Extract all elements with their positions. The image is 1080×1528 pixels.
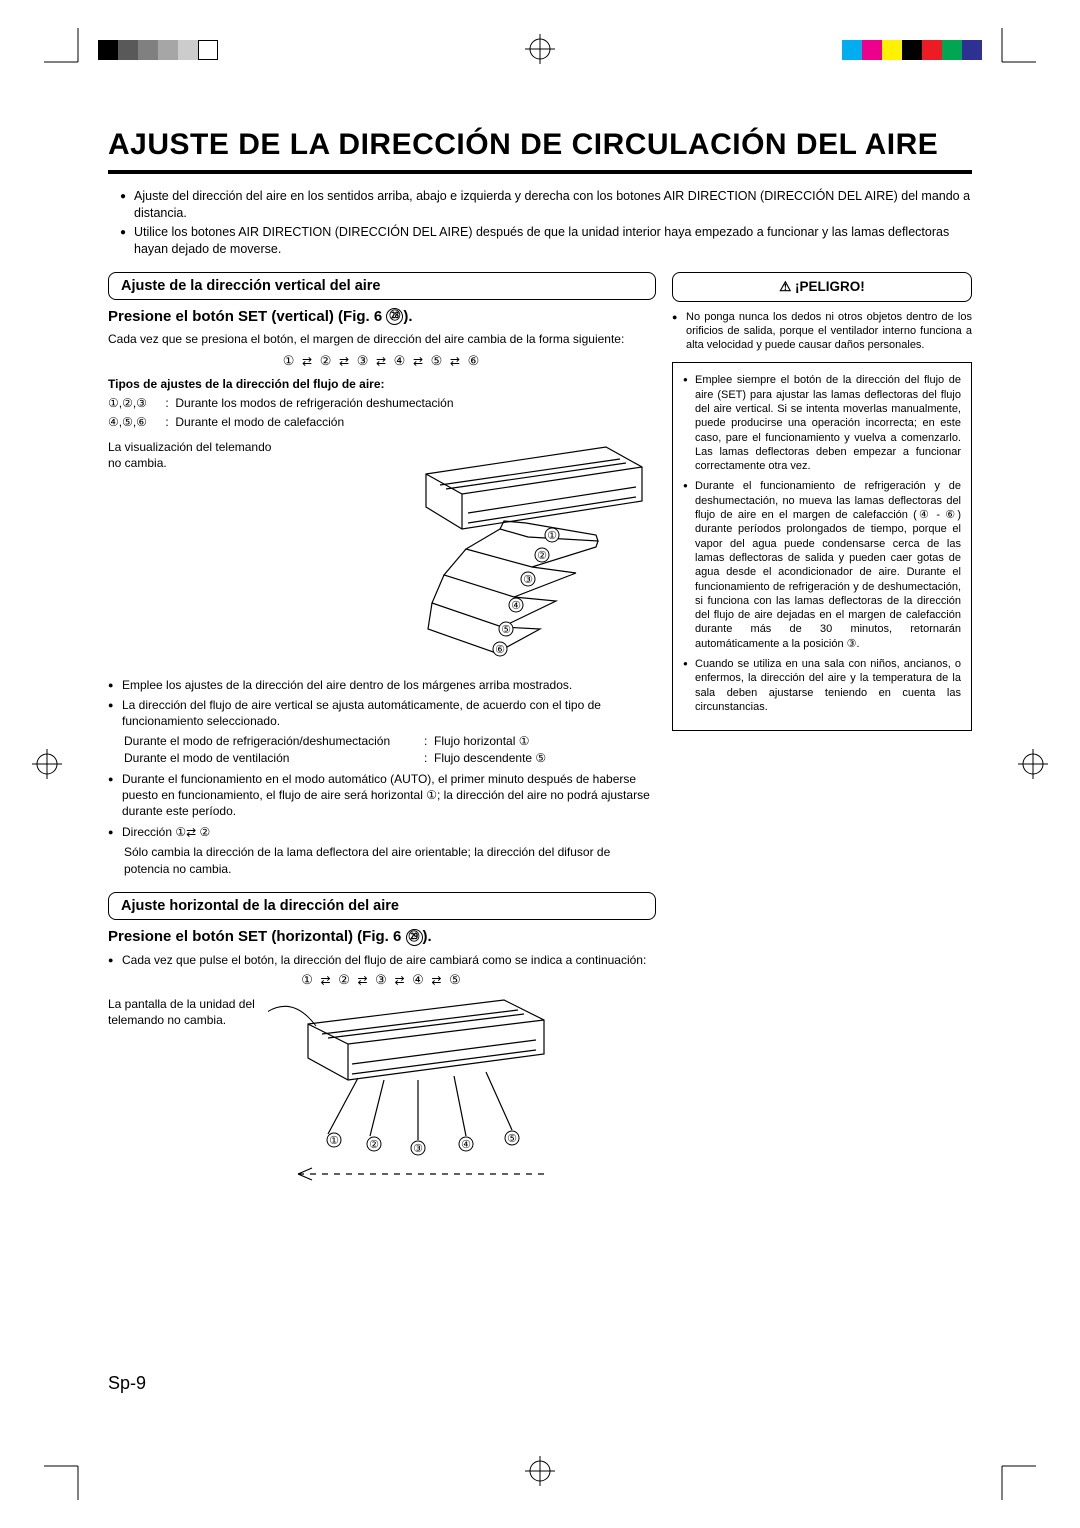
mode-value: Flujo descendente ⑤	[434, 750, 546, 767]
page-number: Sp-9	[108, 1373, 146, 1394]
bullet: Emplee los ajustes de la dirección del a…	[108, 677, 656, 693]
fig-label: ④	[511, 600, 521, 612]
fig-label: ⑥	[495, 644, 505, 656]
vertical-unit-diagram: ① ② ③ ④ ⑤ ⑥	[396, 429, 656, 659]
mode-label: Durante el modo de ventilación	[124, 750, 424, 767]
seq-step: ⑤	[431, 353, 445, 368]
type-text: Durante el modo de calefacción	[175, 415, 344, 429]
fig-label: ②	[369, 1139, 379, 1151]
type-sep: :	[165, 396, 168, 410]
type-nums: ①,②,③	[108, 395, 162, 412]
grayscale-swatches	[98, 40, 218, 60]
bullet: La dirección del flujo de aire vertical …	[108, 697, 656, 729]
mode-sep: :	[424, 733, 427, 750]
note-bullet: Durante el funcionamiento de refrigeraci…	[683, 479, 961, 651]
horizontal-fig-note: La pantalla de la unidad del telemando n…	[108, 996, 278, 1028]
vertical-fig-note: La visualización del telemando no cambia…	[108, 439, 278, 471]
note-bullet: Cuando se utiliza en una sala con niños,…	[683, 657, 961, 714]
horizontal-figure-area: La pantalla de la unidad del telemando n…	[108, 996, 656, 1216]
left-column: Ajuste de la dirección vertical del aire…	[108, 272, 656, 1216]
ref-circle: ㉘	[386, 308, 403, 325]
subhead-text: Presione el botón SET (horizontal) (Fig.…	[108, 928, 406, 945]
crop-mark-bl	[44, 1452, 92, 1500]
cycle-arrow-icon: ⇄	[186, 825, 196, 839]
seq-step: ④	[394, 353, 408, 368]
horizontal-lead: Cada vez que pulse el botón, la direcció…	[108, 952, 656, 968]
bullet: Dirección ①⇄ ②	[108, 824, 656, 841]
fig-label: ②	[537, 550, 547, 562]
horizontal-subhead: Presione el botón SET (horizontal) (Fig.…	[108, 928, 656, 946]
mode-row: Durante el modo de refrigeración/deshume…	[124, 733, 656, 750]
vertical-bullets: Emplee los ajustes de la dirección del a…	[108, 677, 656, 730]
cycle-arrow-icon: ⇄	[376, 355, 388, 369]
note-bullet: Emplee siempre el botón de la dirección …	[683, 373, 961, 473]
vertical-sequence: ① ⇄ ② ⇄ ③ ⇄ ④ ⇄ ⑤ ⇄ ⑥	[108, 353, 656, 369]
danger-lead: No ponga nunca los dedos ni otros objeto…	[672, 310, 972, 353]
ref-circle: ㉙	[406, 929, 423, 946]
mode-sep: :	[424, 750, 427, 767]
fig-label: ⑤	[501, 624, 511, 636]
subhead-text: ).	[423, 928, 432, 945]
seq-step: ①	[283, 353, 297, 368]
bullet: Durante el funcionamiento en el modo aut…	[108, 771, 656, 820]
color-swatches	[842, 40, 982, 60]
seq-step: ⑥	[468, 353, 482, 368]
mode-row: Durante el modo de ventilación: Flujo de…	[124, 750, 656, 767]
danger-notes-box: Emplee siempre el botón de la dirección …	[672, 362, 972, 731]
intro-bullet: Ajuste del dirección del aire en los sen…	[120, 188, 972, 222]
cycle-arrow-icon: ⇄	[413, 355, 425, 369]
fig-label: ①	[329, 1135, 339, 1147]
registration-bar-top	[80, 40, 1000, 66]
danger-title: ⚠ ¡PELIGRO!	[672, 272, 972, 302]
bullet: Cada vez que pulse el botón, la direcció…	[108, 952, 656, 968]
mode-value: Flujo horizontal ①	[434, 733, 529, 750]
page-title: AJUSTE DE LA DIRECCIÓN DE CIRCULACIÓN DE…	[108, 128, 972, 174]
vertical-lead: Cada vez que se presiona el botón, el ma…	[108, 331, 656, 347]
type-text: Durante los modos de refrigeración deshu…	[175, 396, 453, 410]
vertical-section-bar: Ajuste de la dirección vertical del aire	[108, 272, 656, 300]
type-sep: :	[165, 415, 168, 429]
registration-cross-bottom	[525, 1456, 555, 1486]
vertical-figure-area: La visualización del telemando no cambia…	[108, 439, 656, 669]
bullet-text: ②	[196, 825, 210, 839]
horizontal-unit-diagram: ① ② ③ ④ ⑤	[268, 984, 568, 1204]
fig-label: ③	[413, 1143, 423, 1155]
intro-bullet: Utilice los botones AIR DIRECTION (DIREC…	[120, 224, 972, 258]
cycle-arrow-icon: ⇄	[339, 355, 351, 369]
fig-label: ①	[547, 530, 557, 542]
types-head: Tipos de ajustes de la dirección del flu…	[108, 377, 656, 391]
mode-label: Durante el modo de refrigeración/deshume…	[124, 733, 424, 750]
subhead-text: ).	[403, 308, 412, 325]
type-nums: ④,⑤,⑥	[108, 414, 162, 431]
crop-mark-br	[988, 1452, 1036, 1500]
subhead-text: Presione el botón SET (vertical) (Fig. 6	[108, 308, 386, 325]
bullet-text: Dirección ①	[122, 825, 186, 839]
fig-label: ④	[461, 1139, 471, 1151]
right-column: ⚠ ¡PELIGRO! No ponga nunca los dedos ni …	[672, 272, 972, 1216]
registration-cross-left	[32, 749, 62, 779]
type-row: ①,②,③ : Durante los modos de refrigeraci…	[108, 395, 656, 412]
cycle-arrow-icon: ⇄	[302, 355, 314, 369]
fig-label: ⑤	[507, 1133, 517, 1145]
horizontal-section-bar: Ajuste horizontal de la dirección del ai…	[108, 892, 656, 920]
seq-step: ③	[357, 353, 371, 368]
bullet-note: Sólo cambia la dirección de la lama defl…	[124, 844, 656, 878]
fig-label: ③	[523, 574, 533, 586]
danger-bullet: No ponga nunca los dedos ni otros objeto…	[672, 310, 972, 353]
vertical-bullets-2: Durante el funcionamiento en el modo aut…	[108, 771, 656, 840]
cycle-arrow-icon: ⇄	[450, 355, 462, 369]
vertical-subhead: Presione el botón SET (vertical) (Fig. 6…	[108, 308, 656, 326]
page-content: AJUSTE DE LA DIRECCIÓN DE CIRCULACIÓN DE…	[108, 128, 972, 1398]
seq-step: ②	[320, 353, 334, 368]
intro-bullets: Ajuste del dirección del aire en los sen…	[120, 188, 972, 258]
registration-cross-top	[525, 34, 555, 64]
registration-cross-right	[1018, 749, 1048, 779]
